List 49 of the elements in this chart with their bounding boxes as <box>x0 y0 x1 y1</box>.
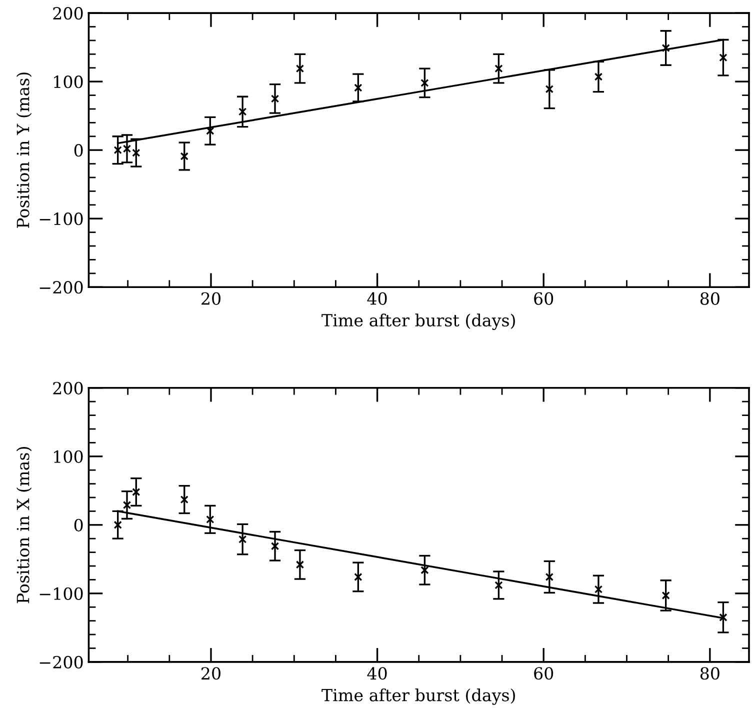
point <box>238 108 247 116</box>
y-tick-label: 0 <box>74 518 83 532</box>
point <box>132 148 140 157</box>
point <box>238 535 247 544</box>
point <box>420 78 429 88</box>
x-tick-label: 40 <box>367 292 387 305</box>
y-tick-label: 200 <box>53 382 83 394</box>
y-tick-label: −200 <box>40 281 83 294</box>
point <box>494 64 503 73</box>
point <box>270 542 280 550</box>
point <box>296 560 304 569</box>
point <box>594 72 603 81</box>
point <box>594 585 603 594</box>
x-tick-label: 40 <box>367 667 387 680</box>
y-tick-label: −100 <box>40 587 83 600</box>
y-tick-label: 0 <box>74 144 83 157</box>
point <box>296 64 304 73</box>
x-tick-label: 80 <box>700 292 720 305</box>
point <box>545 85 554 94</box>
x-tick-label: 60 <box>534 292 554 305</box>
point <box>270 94 280 103</box>
x-tick-label: 60 <box>534 667 554 680</box>
point <box>719 53 728 62</box>
x-tick-label: 20 <box>202 667 220 680</box>
point <box>180 152 188 160</box>
x-axis-title: Time after burst (days) <box>322 314 515 330</box>
x-axis-title: Time after burst (days) <box>322 688 515 705</box>
y-tick-label: 100 <box>54 450 83 463</box>
point <box>180 495 188 504</box>
point <box>206 515 214 524</box>
point <box>545 572 554 582</box>
point <box>494 581 503 590</box>
point <box>354 84 362 92</box>
point <box>719 613 728 622</box>
point <box>662 591 670 600</box>
point <box>114 520 122 529</box>
y-tick-label: −100 <box>40 212 83 226</box>
point <box>354 572 362 582</box>
point <box>206 126 214 135</box>
y-tick-label: 100 <box>54 76 83 88</box>
point <box>132 488 140 496</box>
point <box>420 566 429 574</box>
y-tick-label: −200 <box>40 656 83 668</box>
point <box>662 44 670 52</box>
x-tick-label: 20 <box>202 292 220 305</box>
y-axis-title: Position in Y (mas) <box>16 72 32 228</box>
y-tick-label: 200 <box>53 7 83 20</box>
x-tick-label: 80 <box>700 667 720 680</box>
y-axis-title: Position in X (mas) <box>16 447 32 604</box>
